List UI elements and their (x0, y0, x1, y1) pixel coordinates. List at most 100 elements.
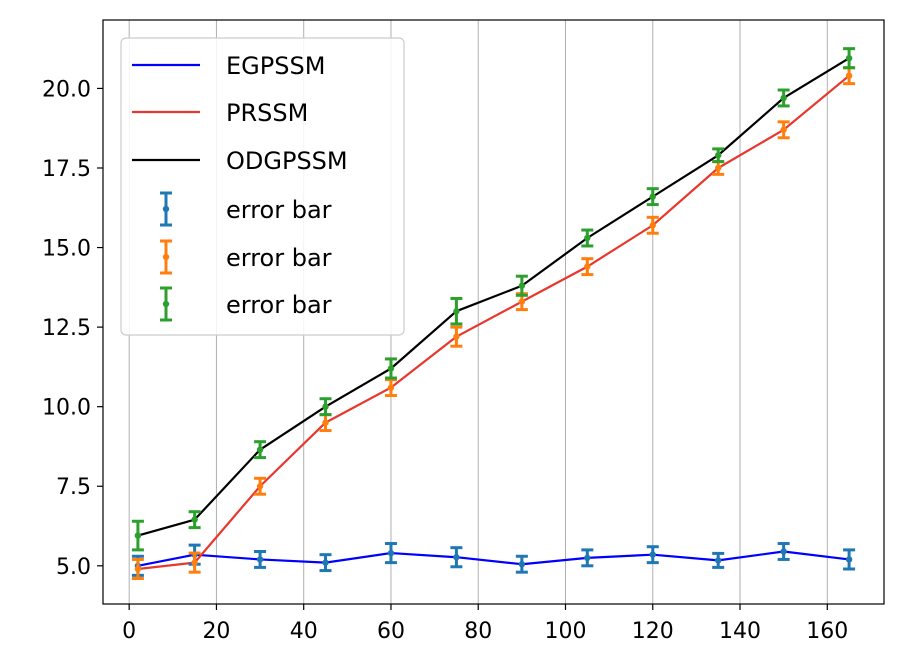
series-line-prssm (137, 74, 850, 571)
series-line-egpssm (137, 550, 850, 567)
x-tick-label: 60 (377, 619, 405, 644)
data-point (256, 556, 264, 563)
plot-area (131, 47, 856, 581)
errorbar-odgpssm (319, 397, 332, 417)
errorbar-egpssm (384, 542, 397, 565)
errorbar-prssm (131, 557, 144, 581)
errorbar-egpssm (581, 548, 594, 568)
data-point (322, 403, 329, 410)
data-point (322, 419, 329, 426)
errorbar-odgpssm (646, 187, 659, 207)
legend-item: error bar (160, 286, 332, 322)
data-point (453, 333, 460, 340)
data-point (134, 532, 142, 539)
data-point (518, 282, 526, 289)
legend-label: EGPSSM (226, 52, 325, 80)
data-point (845, 54, 853, 62)
y-tick-label: 20.0 (42, 77, 91, 102)
legend-label: error bar (226, 291, 332, 319)
data-point (518, 561, 526, 568)
errorbar-odgpssm (515, 274, 528, 297)
errorbar-prssm (188, 551, 201, 574)
data-point (715, 152, 722, 159)
errorbar-odgpssm (712, 147, 725, 164)
y-tick-label: 7.5 (56, 475, 91, 500)
errorbar-egpssm (450, 546, 463, 569)
legend-swatch-point (162, 253, 170, 261)
data-point (453, 308, 460, 315)
y-tick-label: 5.0 (56, 555, 91, 580)
data-point (191, 559, 198, 566)
y-axis: 5.0 7.5 10.0 12.5 15.0 17.5 20.0 (42, 77, 103, 580)
errorbar-egpssm (843, 548, 856, 571)
data-point (584, 263, 591, 270)
errorbar-odgpssm (188, 510, 201, 530)
axes-frame (102, 19, 885, 605)
data-point (584, 234, 591, 242)
errorbar-prssm (450, 325, 463, 348)
errorbar-odgpssm (843, 47, 856, 70)
data-point (518, 298, 526, 305)
data-point (715, 164, 722, 172)
data-point (322, 559, 329, 566)
y-tick-label: 12.5 (42, 316, 91, 341)
data-point (845, 556, 853, 563)
errorbar-prssm (777, 120, 790, 140)
x-tick-label: 100 (544, 619, 586, 644)
errorbar-egpssm (646, 545, 659, 565)
data-point (649, 222, 656, 229)
data-point (387, 549, 395, 557)
data-point (649, 551, 656, 558)
legend-label: PRSSM (226, 99, 308, 127)
data-point (780, 94, 787, 102)
legend-item: error bar (160, 239, 332, 275)
legend-label: error bar (226, 196, 332, 224)
data-point (845, 72, 853, 79)
data-point (387, 365, 395, 372)
x-tick-label: 80 (464, 619, 492, 644)
data-point (780, 126, 787, 133)
data-point (191, 516, 198, 523)
y-tick-label: 17.5 (42, 157, 91, 182)
errorbar-egpssm (515, 554, 528, 574)
data-point (584, 554, 591, 562)
x-tick-label: 120 (632, 619, 674, 644)
errorbar-odgpssm (581, 228, 594, 248)
legend-item: error bar (160, 191, 332, 227)
x-tick-label: 140 (719, 619, 761, 644)
data-point (387, 384, 395, 391)
legend-item: EGPSSM (132, 52, 325, 80)
legend-swatch-point (162, 300, 170, 308)
errorbar-egpssm (254, 549, 267, 569)
errorbar-prssm (384, 378, 397, 398)
y-tick-label: 15.0 (42, 237, 91, 262)
legend-item: PRSSM (132, 99, 308, 127)
errorbar-odgpssm (450, 296, 463, 326)
x-tick-label: 40 (290, 619, 318, 644)
x-tick-label: 20 (202, 619, 230, 644)
data-point (453, 554, 460, 561)
legend: EGPSSM PRSSM ODGPSSM error bar error bar erro… (120, 37, 405, 336)
legend-label: error bar (226, 244, 332, 272)
data-point (256, 483, 264, 490)
errorbar-odgpssm (131, 519, 144, 552)
errorbar-egpssm (319, 553, 332, 573)
x-tick-label: 0 (122, 619, 136, 644)
errorbar-odgpssm (777, 88, 790, 108)
y-tick-label: 10.0 (42, 396, 91, 421)
errorbar-egpssm (777, 542, 790, 561)
errorbar-odgpssm (384, 357, 397, 380)
legend-item: ODGPSSM (132, 147, 348, 175)
data-point (715, 557, 722, 564)
legend-swatch-point (162, 205, 170, 213)
data-point (780, 548, 787, 555)
data-point (256, 446, 264, 453)
errorbar-prssm (254, 476, 267, 496)
errorbar-prssm (646, 215, 659, 235)
series-line-odgpssm (137, 57, 850, 537)
legend-label: ODGPSSM (226, 147, 348, 175)
x-axis: 0 20 40 60 80 100 120 140 160 (122, 604, 848, 644)
data-point (649, 193, 656, 200)
errorbar-egpssm (712, 551, 725, 569)
